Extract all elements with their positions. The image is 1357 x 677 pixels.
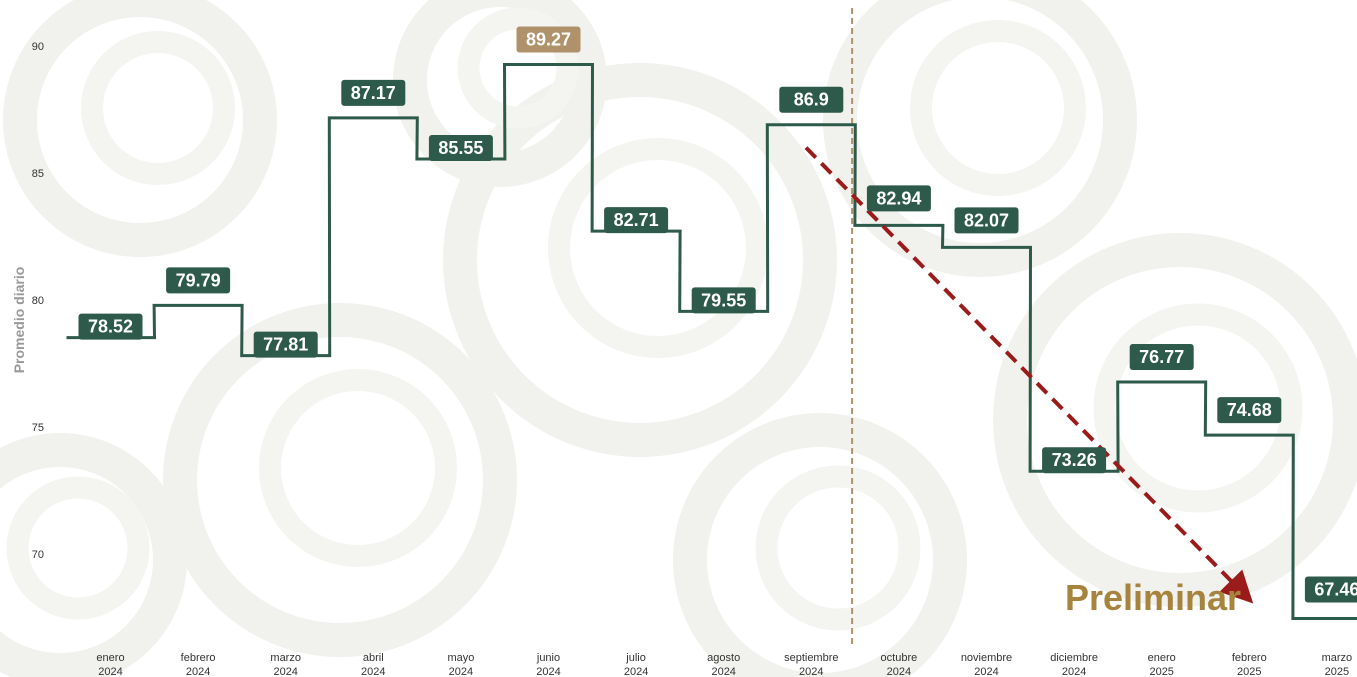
trend-arrow <box>804 146 1254 604</box>
bg-swirl <box>443 63 837 457</box>
y-tick-label: 90 <box>32 41 44 53</box>
bg-swirl <box>823 0 1137 277</box>
y-axis-label: Promedio diario <box>11 267 27 374</box>
data-label-box <box>428 135 493 162</box>
data-label-box <box>516 26 581 53</box>
x-tick-label: noviembre 2024 <box>961 652 1012 677</box>
x-tick-label: febrero 2024 <box>181 652 216 677</box>
data-label: 67.46 <box>1314 580 1357 600</box>
bg-swirl <box>548 138 768 358</box>
y-tick-label: 80 <box>32 295 44 307</box>
y-tick-label: 85 <box>32 168 44 180</box>
data-label-box <box>341 79 406 106</box>
x-tick-label: abril 2024 <box>361 652 385 677</box>
data-label-box <box>604 207 669 234</box>
data-label-box <box>1217 397 1282 424</box>
data-label-box <box>954 207 1019 234</box>
data-label-box <box>166 267 231 294</box>
data-label-box <box>691 287 756 314</box>
data-label: 76.77 <box>1139 347 1184 367</box>
data-label-box <box>1042 447 1107 474</box>
x-axis: enero 2024 febrero 2024 marzo 2024 abril 2024 ma… <box>96 652 1352 677</box>
data-label: 73.26 <box>1052 450 1097 470</box>
data-label-box <box>1304 576 1357 603</box>
y-axis: 70 75 80 85 90 <box>32 41 44 561</box>
data-label-box <box>78 313 143 340</box>
data-label: 85.55 <box>438 138 483 158</box>
bg-swirl <box>910 20 1086 196</box>
data-label: 82.07 <box>964 210 1009 230</box>
data-label-box <box>253 331 318 358</box>
x-tick-label: diciembre 2024 <box>1050 652 1098 677</box>
x-tick-label: agosto 2024 <box>707 652 740 677</box>
data-label-box <box>866 185 931 212</box>
bg-swirl <box>1093 303 1303 513</box>
data-label: 89.27 <box>526 30 571 50</box>
data-labels: 78.52 79.79 77.81 87.17 85.55 89.27 82.71 79.55… <box>78 26 1357 603</box>
data-label-box <box>779 86 844 113</box>
y-tick-label: 70 <box>32 549 44 561</box>
y-tick-label: 75 <box>32 422 44 434</box>
data-label: 87.17 <box>351 83 396 103</box>
data-label: 79.79 <box>176 270 221 290</box>
data-label: 79.55 <box>701 290 746 310</box>
x-tick-label: octubre 2024 <box>881 652 918 677</box>
data-label: 77.81 <box>263 335 308 355</box>
x-tick-label: julio 2024 <box>624 652 648 677</box>
bg-swirl <box>673 413 967 677</box>
x-tick-label: enero 2024 <box>96 652 124 677</box>
bg-swirl <box>163 303 517 657</box>
data-label: 86.9 <box>794 90 829 110</box>
data-label-box <box>1129 344 1194 371</box>
bg-swirl <box>0 433 187 677</box>
bg-swirl <box>457 7 579 129</box>
data-label: 78.52 <box>88 317 133 337</box>
bg-swirl <box>259 369 457 567</box>
preliminar-annotation: Preliminar <box>1065 577 1241 618</box>
bg-swirl <box>6 476 150 620</box>
bg-swirl <box>755 465 921 631</box>
bg-swirl <box>393 0 607 187</box>
x-tick-label: septiembre 2024 <box>784 652 838 677</box>
data-label: 82.94 <box>876 188 921 208</box>
x-tick-label: marzo 2025 <box>1322 652 1353 677</box>
data-label: 82.71 <box>614 210 659 230</box>
x-tick-label: mayo 2024 <box>447 652 474 677</box>
bg-swirl <box>3 0 277 257</box>
bg-swirl <box>993 233 1357 607</box>
x-tick-label: junio 2024 <box>536 652 561 677</box>
x-tick-label: enero 2025 <box>1148 652 1176 677</box>
x-tick-label: marzo 2024 <box>270 652 301 677</box>
bg-swirl <box>81 31 235 185</box>
data-label: 74.68 <box>1227 400 1272 420</box>
x-tick-label: febrero 2025 <box>1232 652 1267 677</box>
trend-arrow-line <box>804 146 1254 604</box>
